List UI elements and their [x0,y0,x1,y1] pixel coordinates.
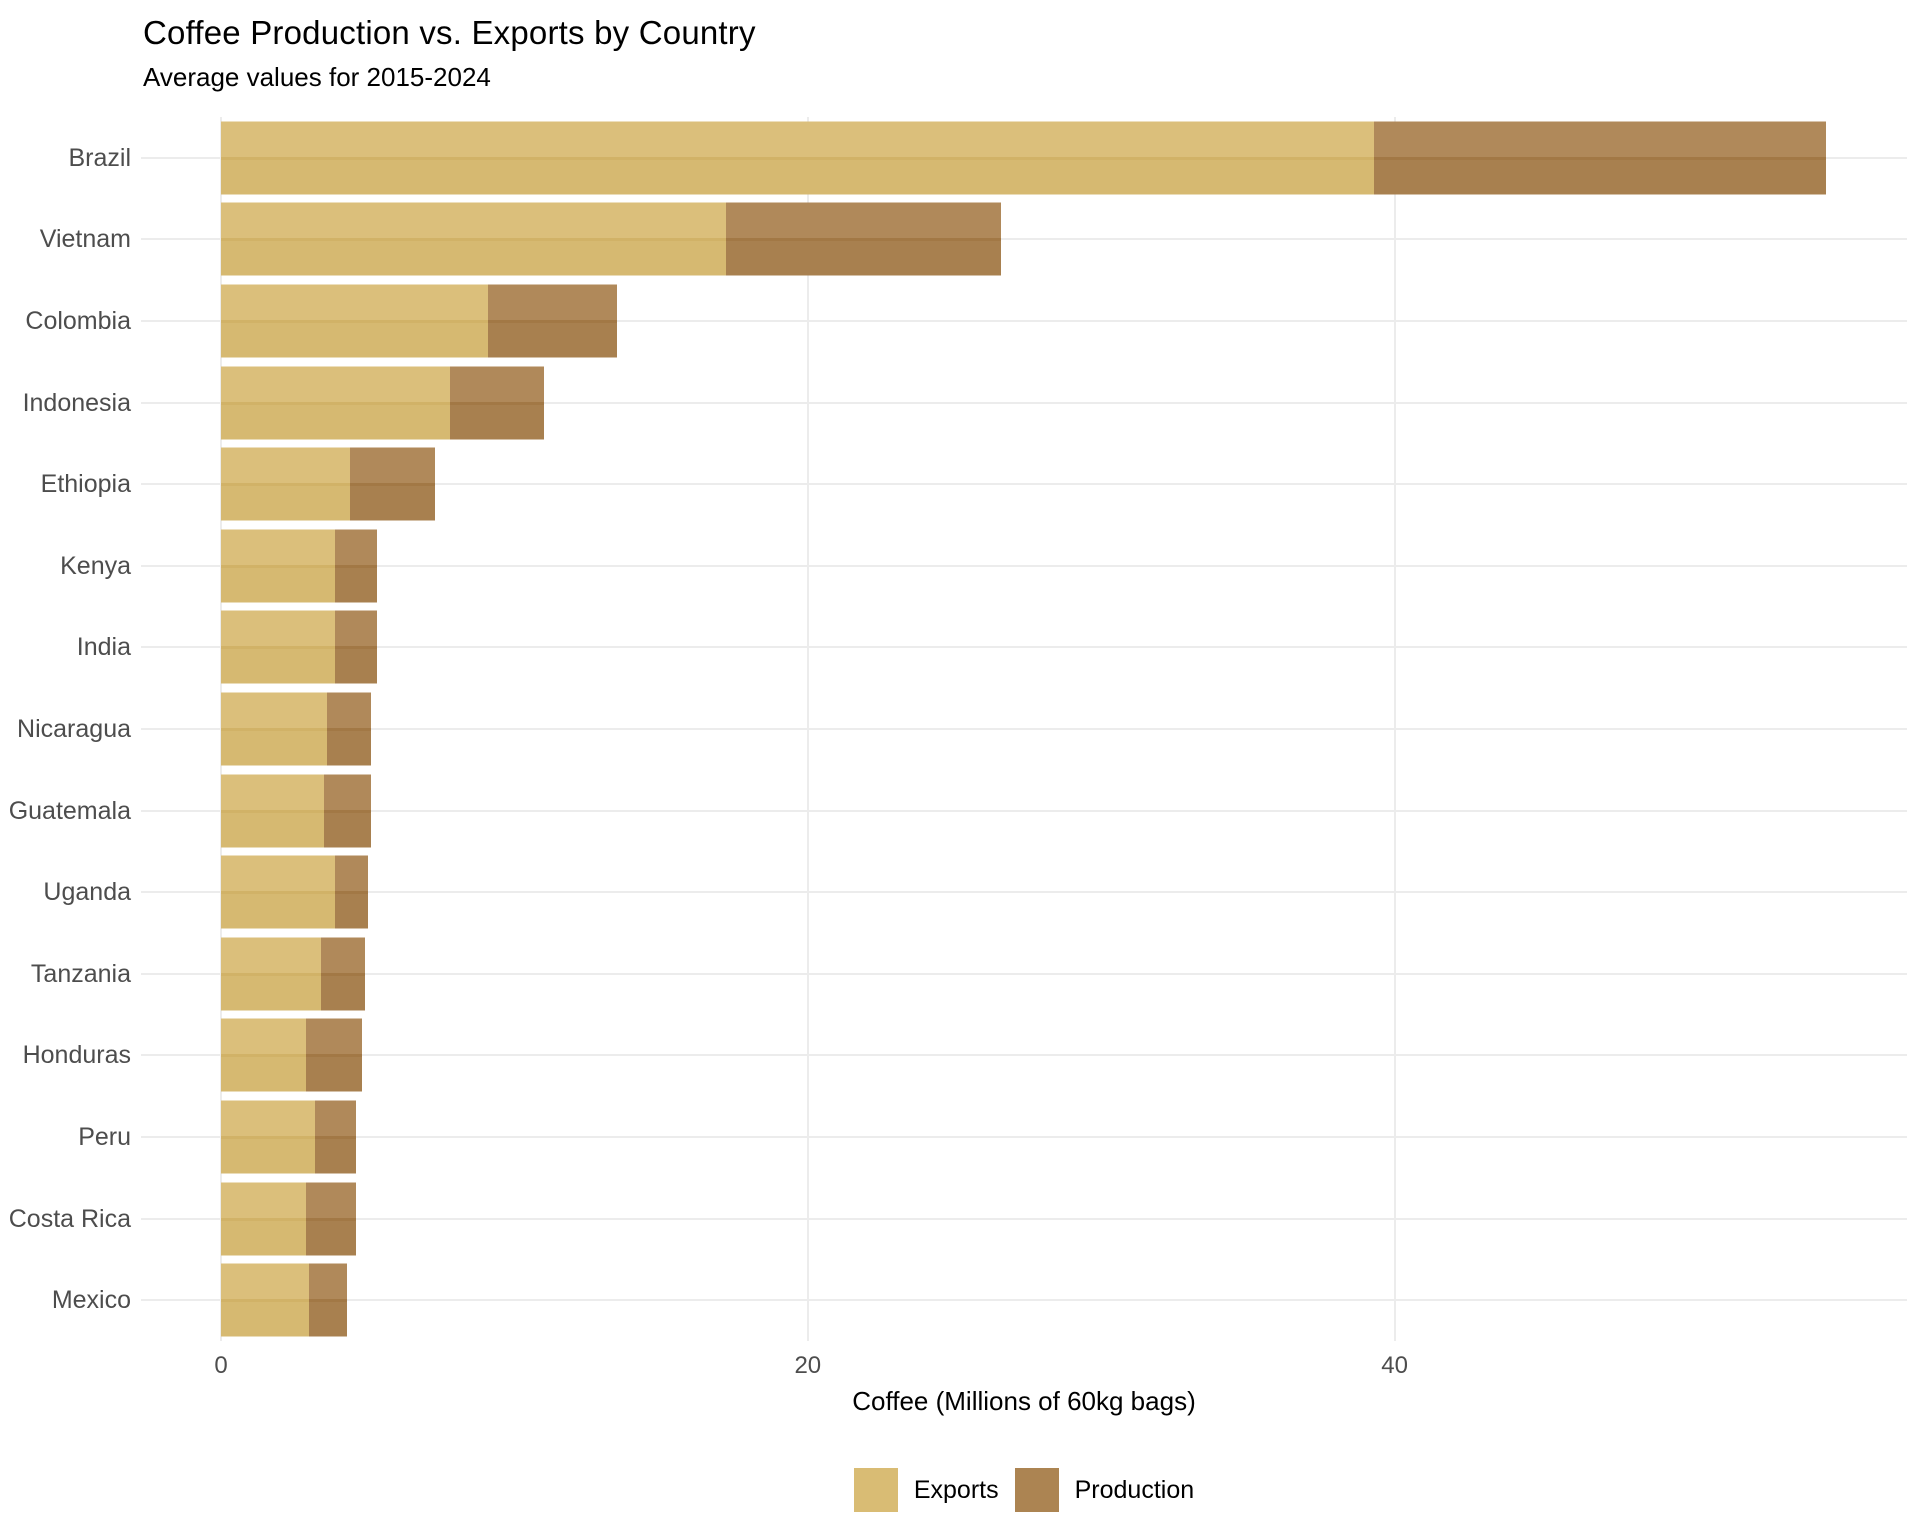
exports-bar [221,447,351,521]
exports-bar [221,121,1375,195]
country-label: Indonesia [22,388,131,417]
country-label: Uganda [43,878,131,907]
country-label: Colombia [25,307,131,335]
legend-label-production: Production [1074,1475,1195,1504]
x-tick-label-0: 0 [214,1352,228,1379]
country-label: Guatemala [8,796,131,825]
country-label: Vietnam [39,225,131,254]
horizontal-gridline [141,483,1907,486]
bar-row-guatemala [141,770,1907,852]
exports-bar [221,774,324,848]
bar-row-ethiopia [141,443,1907,525]
horizontal-gridline [141,564,1907,567]
bar-row-costa-rica [141,1178,1907,1260]
legend: Exports Production [141,1468,1907,1512]
legend-label-exports: Exports [913,1475,999,1504]
x-axis-title: Coffee (Millions of 60kg bags) [852,1386,1196,1416]
x-tick-label-40: 40 [1381,1352,1408,1379]
exports-bar [221,1263,310,1337]
bar-row-vietnam [141,199,1907,281]
country-label: Brazil [68,143,131,172]
exports-bar [221,692,327,766]
horizontal-gridline [141,809,1907,812]
bar-row-mexico [141,1259,1907,1341]
horizontal-gridline [141,1299,1907,1302]
bar-row-tanzania [141,933,1907,1015]
country-label: Costa Rica [8,1204,131,1233]
horizontal-gridline [141,1054,1907,1057]
country-label: Peru [78,1123,131,1151]
horizontal-gridline [141,1217,1907,1220]
exports-bar [221,529,336,603]
horizontal-gridline [141,891,1907,894]
horizontal-gridline [141,238,1907,241]
bar-row-nicaragua [141,688,1907,770]
bar-row-indonesia [141,362,1907,444]
horizontal-gridline [141,320,1907,322]
exports-bar [221,1100,315,1174]
horizontal-gridline [141,972,1907,975]
chart-title: Coffee Production vs. Exports by Country [143,14,756,51]
bar-row-uganda [141,851,1907,933]
exports-bar [221,1018,307,1092]
bar-row-honduras [141,1015,1907,1097]
bar-row-kenya [141,525,1907,607]
country-label: Nicaragua [17,715,131,743]
exports-bar [221,284,488,358]
x-tick-label-20: 20 [794,1352,822,1379]
country-label: Kenya [60,551,131,580]
horizontal-gridline [141,401,1907,404]
horizontal-gridline [141,1136,1907,1138]
exports-bar [221,202,726,276]
exports-bar [221,937,321,1011]
bar-row-brazil [141,117,1907,199]
plot-panel [141,117,1907,1341]
country-label: Ethiopia [40,470,131,499]
country-label: Mexico [51,1286,131,1315]
chart-subtitle: Average values for 2015-2024 [143,62,491,92]
exports-bar [221,1182,307,1256]
exports-bar [221,855,336,929]
bar-row-colombia [141,280,1907,362]
country-label: India [76,633,131,662]
bar-row-peru [141,1096,1907,1178]
country-label: Honduras [22,1041,131,1070]
horizontal-gridline [141,646,1907,649]
country-label: Tanzania [30,959,131,988]
exports-bar [221,610,336,684]
exports-swatch-icon [853,1468,898,1512]
bar-row-india [141,607,1907,689]
legend-item-exports: Exports [853,1468,999,1512]
exports-bar [221,366,450,440]
horizontal-gridline [141,728,1907,730]
production-swatch-icon [1014,1468,1059,1512]
legend-item-production: Production [1014,1468,1195,1512]
